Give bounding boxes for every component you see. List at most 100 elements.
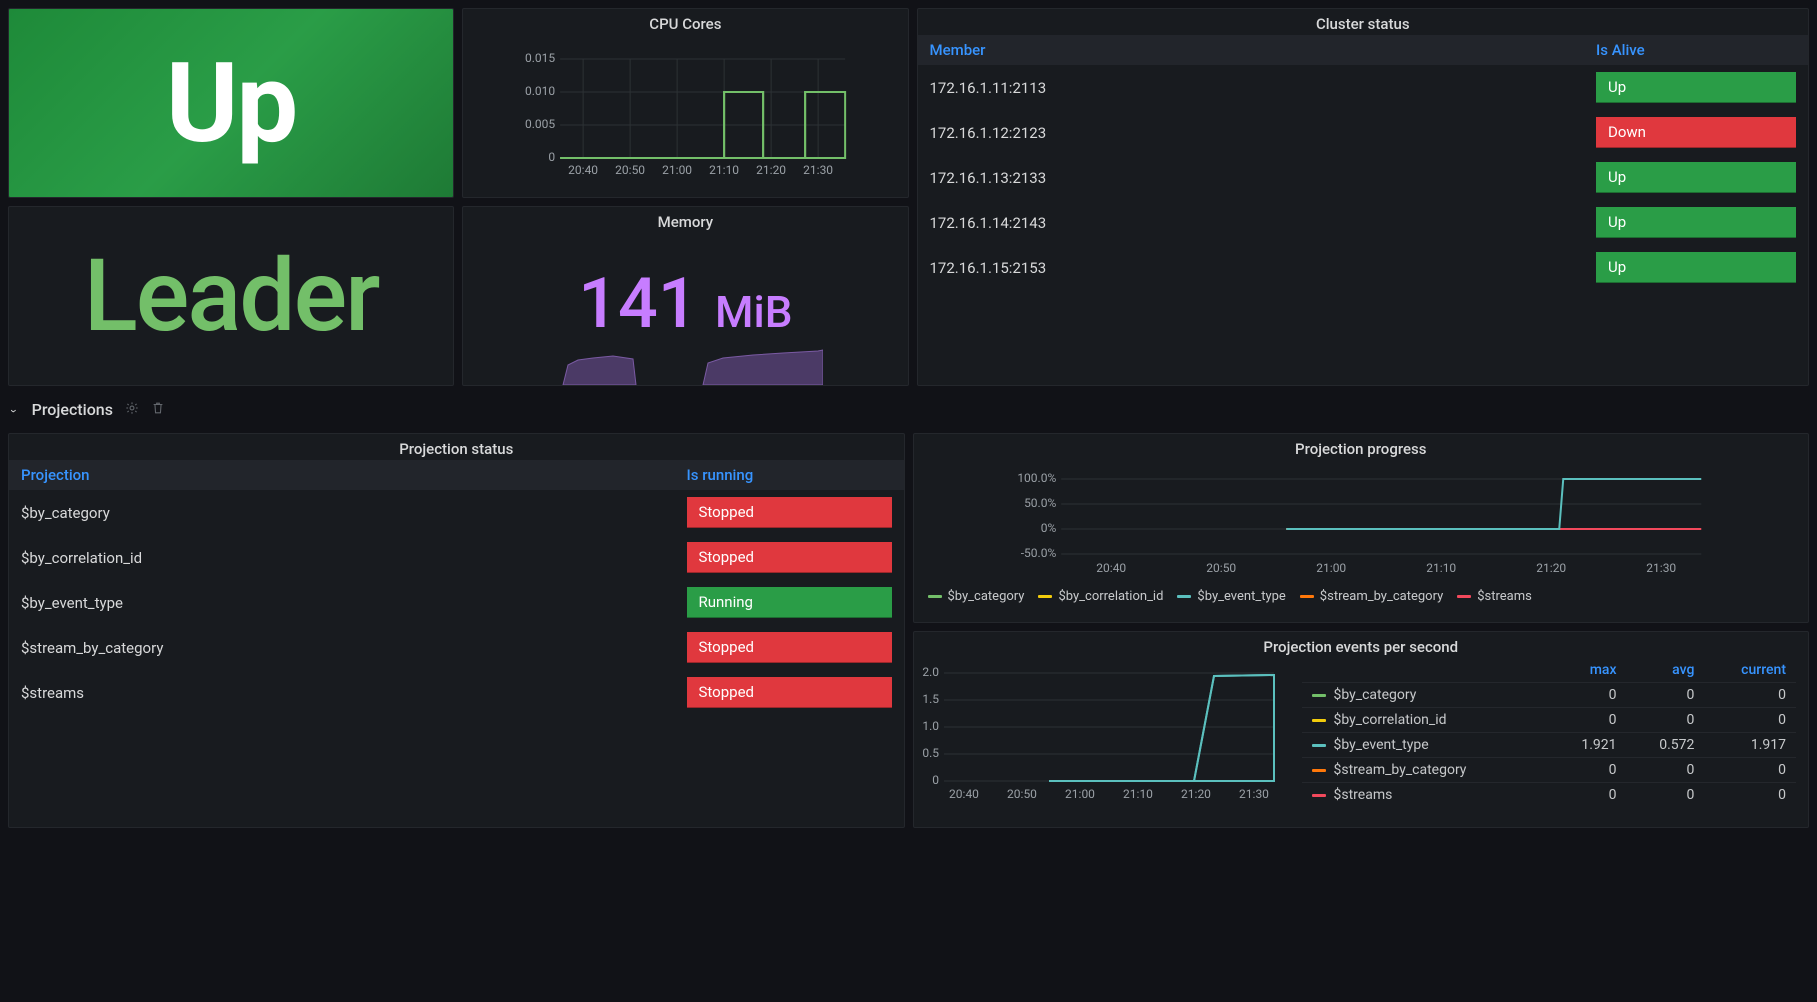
table-row: $streams 000 [1302,783,1797,808]
cluster-status-panel[interactable]: Cluster status Member Is Alive 172.16.1.… [917,8,1810,386]
projection-progress-panel[interactable]: Projection progress 100.0% 50.0% 0% -50.… [913,433,1810,623]
memory-value: 141 MiB [463,263,907,345]
progress-legend: $by_category $by_correlation_id $by_event_… [914,583,1809,610]
cluster-table: Member Is Alive 172.16.1.11:2113 Up172.1… [918,35,1809,290]
proj-status-title: Projection status [9,434,904,460]
svg-text:20:50: 20:50 [1206,561,1236,575]
svg-text:1.5: 1.5 [922,692,939,706]
proj-col-name[interactable]: Projection [9,460,675,490]
stat-up-panel[interactable]: Up [8,8,454,198]
proj-col-running[interactable]: Is running [675,460,904,490]
svg-text:0: 0 [932,773,939,787]
svg-text:21:00: 21:00 [1065,787,1095,801]
cluster-col-member[interactable]: Member [918,35,1585,65]
svg-text:1.0: 1.0 [922,719,939,733]
events-title: Projection events per second [914,632,1809,658]
table-row: $stream_by_category Stopped [9,625,904,670]
table-row: 172.16.1.14:2143 Up [918,200,1809,245]
status-badge: Up [1596,252,1796,283]
progress-chart: 100.0% 50.0% 0% -50.0% 20:40 20:50 21:00… [914,460,1809,583]
table-row: $by_correlation_id 000 [1302,708,1797,733]
status-badge: Up [1596,162,1796,193]
legend-item[interactable]: $by_correlation_id [1038,589,1163,604]
trash-icon[interactable] [151,400,165,419]
events-col-max[interactable]: max [1549,658,1627,683]
section-title: Projections [32,400,113,419]
svg-text:21:20: 21:20 [756,163,786,177]
events-chart: 2.0 1.5 1.0 0.5 0 20:40 20:50 21:00 21:1… [914,658,1284,818]
status-badge: Stopped [687,632,892,663]
table-row: 172.16.1.13:2133 Up [918,155,1809,200]
svg-text:21:20: 21:20 [1536,561,1566,575]
memory-title: Memory [463,207,907,233]
status-badge: Up [1596,207,1796,238]
svg-text:50.0%: 50.0% [1024,496,1056,510]
chevron-down-icon: › [12,400,20,419]
status-badge: Stopped [687,497,892,528]
events-table: max avg current $by_category 000$by_corr… [1284,658,1809,818]
svg-text:20:50: 20:50 [1007,787,1037,801]
member-cell: 172.16.1.13:2133 [918,155,1585,200]
projection-cell: $by_category [9,490,675,535]
stat-leader-panel[interactable]: Leader [8,206,454,386]
legend-item[interactable]: $stream_by_category [1300,589,1443,604]
table-row: $stream_by_category 000 [1302,758,1797,783]
table-row: 172.16.1.12:2123 Down [918,110,1809,155]
progress-title: Projection progress [914,434,1809,460]
bottom-grid: Projection progress 100.0% 50.0% 0% -50.… [8,433,1809,828]
svg-text:20:50: 20:50 [615,163,645,177]
table-row: $by_category 000 [1302,683,1797,708]
stat-up-value: Up [166,39,296,168]
events-col-current[interactable]: current [1704,658,1796,683]
svg-text:2.0: 2.0 [922,665,939,679]
legend-item[interactable]: $streams [1457,589,1532,604]
svg-text:0.015: 0.015 [525,51,555,65]
svg-text:100.0%: 100.0% [1017,471,1056,485]
cpu-cores-panel[interactable]: CPU Cores 0.015 0.010 0.005 0 [462,8,908,198]
svg-text:21:20: 21:20 [1181,787,1211,801]
events-col-avg[interactable]: avg [1627,658,1705,683]
legend-item[interactable]: $by_category [928,589,1025,604]
svg-text:-50.0%: -50.0% [1020,546,1056,560]
table-row: $by_correlation_id Stopped [9,535,904,580]
svg-text:0: 0 [549,150,556,164]
status-badge: Running [687,587,892,618]
projection-cell: $by_event_type [9,580,675,625]
status-badge: Stopped [687,542,892,573]
member-cell: 172.16.1.14:2143 [918,200,1585,245]
status-badge: Up [1596,72,1796,103]
svg-text:21:10: 21:10 [1123,787,1153,801]
svg-text:21:00: 21:00 [1316,561,1346,575]
member-cell: 172.16.1.15:2153 [918,245,1585,290]
projection-cell: $stream_by_category [9,625,675,670]
svg-text:20:40: 20:40 [568,163,598,177]
table-row: 172.16.1.11:2113 Up [918,65,1809,110]
stat-leader-value: Leader [84,238,379,355]
member-cell: 172.16.1.11:2113 [918,65,1585,110]
svg-text:21:10: 21:10 [1426,561,1456,575]
cluster-col-alive[interactable]: Is Alive [1584,35,1808,65]
table-row: $by_event_type Running [9,580,904,625]
dashboard: Up CPU Cores 0.015 0.010 0.005 [0,0,1817,836]
svg-text:0%: 0% [1040,521,1056,535]
cpu-chart: 0.015 0.010 0.005 0 20:40 20:50 21:00 21… [463,35,907,188]
cluster-title: Cluster status [918,9,1809,35]
status-badge: Down [1596,117,1796,148]
svg-text:21:10: 21:10 [709,163,739,177]
projection-status-panel[interactable]: Projection status Projection Is running … [8,433,905,828]
svg-text:21:30: 21:30 [1646,561,1676,575]
memory-panel[interactable]: Memory 141 MiB [462,206,908,386]
section-projections[interactable]: › Projections [8,394,1809,425]
svg-text:21:30: 21:30 [803,163,833,177]
projection-cell: $streams [9,670,675,715]
svg-text:0.010: 0.010 [525,84,555,98]
cpu-title: CPU Cores [463,9,907,35]
table-row: $streams Stopped [9,670,904,715]
legend-item[interactable]: $by_event_type [1177,589,1285,604]
svg-text:20:40: 20:40 [1096,561,1126,575]
projection-events-panel[interactable]: Projection events per second 2.0 1.5 1.0… [913,631,1810,828]
projection-cell: $by_correlation_id [9,535,675,580]
member-cell: 172.16.1.12:2123 [918,110,1585,155]
table-row: $by_event_type 1.9210.5721.917 [1302,733,1797,758]
gear-icon[interactable] [125,400,139,419]
